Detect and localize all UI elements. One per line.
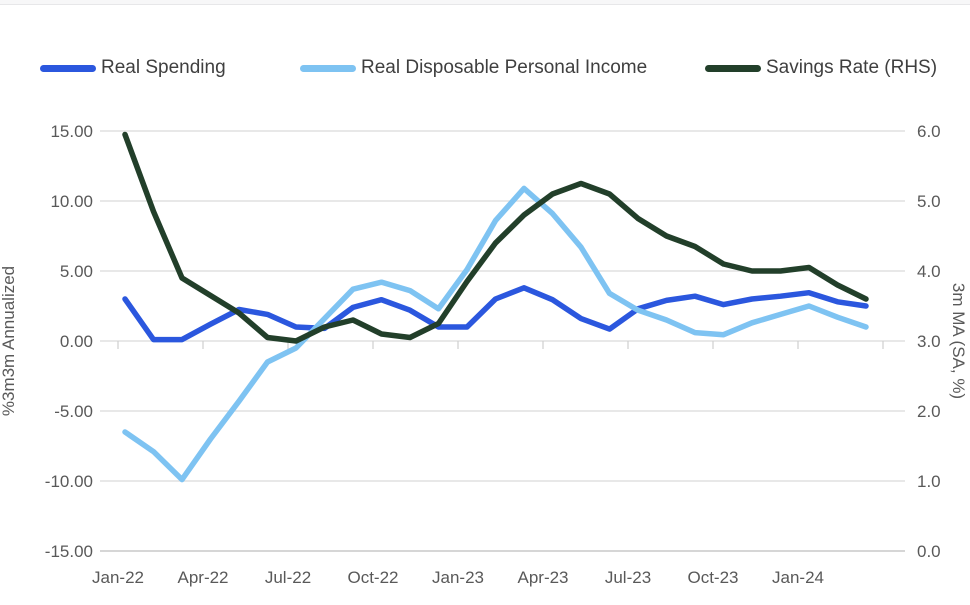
x-axis-tick-label: Oct-22 <box>347 568 398 587</box>
legend-item-savings-rate[interactable]: Savings Rate (RHS) <box>705 52 937 84</box>
right-axis-tick-label: 6.0 <box>917 122 941 141</box>
series-line-real-disposable-personal-income <box>122 185 869 483</box>
left-axis-tick-label: 0.00 <box>60 332 93 351</box>
x-axis-tick-label: Jan-22 <box>92 568 144 587</box>
x-axis-tick-label: Oct-23 <box>687 568 738 587</box>
x-axis-tick-label: Jul-22 <box>265 568 311 587</box>
series-line-savings-rate-rhs- <box>122 131 869 344</box>
real-spending-line-swatch <box>40 64 96 72</box>
left-axis-tick-label: -5.00 <box>54 402 93 421</box>
right-axis-tick-label: 5.0 <box>917 192 941 211</box>
legend-label: Savings Rate (RHS) <box>766 57 938 78</box>
right-axis-tick-label: 0.0 <box>917 542 941 561</box>
x-axis-tick-label: Jan-24 <box>772 568 824 587</box>
x-axis-tick-label: Apr-23 <box>517 568 568 587</box>
right-axis-tick-label: 2.0 <box>917 402 941 421</box>
legend-item-real-spending[interactable]: Real Spending <box>40 52 226 84</box>
series-line-real-spending <box>122 285 869 343</box>
top-divider <box>0 0 970 5</box>
legend-label: Real Disposable Personal Income <box>361 57 648 78</box>
right-axis-tick-label: 1.0 <box>917 472 941 491</box>
x-axis-tick-label: Jan-23 <box>432 568 484 587</box>
left-axis-tick-label: -15.00 <box>45 542 93 561</box>
legend-item-rdpi[interactable]: Real Disposable Personal Income <box>300 52 647 84</box>
x-axis-tick-label: Apr-22 <box>177 568 228 587</box>
left-axis-title: %3m3m Annualized <box>0 266 18 416</box>
savings-rate-line-swatch <box>705 64 761 72</box>
left-axis-tick-label: 15.00 <box>50 122 93 141</box>
right-axis-tick-label: 3.0 <box>917 332 941 351</box>
right-axis-title: 3m MA (SA, %) <box>949 283 968 399</box>
left-axis-tick-label: 10.00 <box>50 192 93 211</box>
right-axis-tick-label: 4.0 <box>917 262 941 281</box>
chart-legend: Real Spending Real Disposable Personal I… <box>0 52 970 84</box>
left-axis-tick-label: 5.00 <box>60 262 93 281</box>
x-axis-tick-label: Jul-23 <box>605 568 651 587</box>
legend-label: Real Spending <box>101 57 226 78</box>
rdpi-line-swatch <box>300 64 356 72</box>
left-axis-tick-label: -10.00 <box>45 472 93 491</box>
